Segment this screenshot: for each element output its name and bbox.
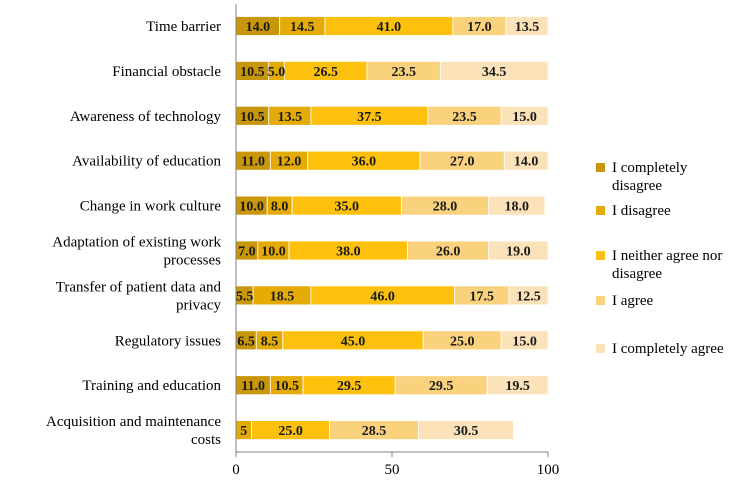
legend-swatch <box>596 206 605 215</box>
category-label: Training and education <box>82 378 221 394</box>
legend: I completely disagree I disagree I neither … <box>596 160 724 357</box>
bar-data-label: 11.0 <box>241 379 265 394</box>
bar-data-label: 14.5 <box>290 20 315 35</box>
bar-data-label: 18.0 <box>505 200 530 215</box>
category-label: privacy <box>176 297 221 313</box>
legend-label: I disagree <box>612 203 671 219</box>
bar-data-label: 30.5 <box>454 424 479 439</box>
bar-segment <box>418 420 515 441</box>
x-tick-label: 50 <box>385 462 400 478</box>
bar-data-label: 19.0 <box>506 245 531 260</box>
legend-swatch <box>596 163 605 172</box>
bar-data-label: 46.0 <box>370 289 395 304</box>
bar-data-label: 10.5 <box>274 379 299 394</box>
bar-data-label: 10.5 <box>240 65 265 80</box>
bar-data-label: 10.0 <box>261 245 286 260</box>
bar-data-label: 35.0 <box>335 200 360 215</box>
x-axis: 0 50 100 <box>232 4 559 478</box>
bar-segment <box>488 195 546 216</box>
category-labels-group: Time barrier Financial obstacle Awareness … <box>46 19 221 448</box>
bar-data-label: 14.0 <box>246 20 271 35</box>
bar-data-label: 45.0 <box>341 334 366 349</box>
bar-data-label: 10.0 <box>239 200 264 215</box>
bar-segment <box>439 61 549 81</box>
bar-data-label: 17.0 <box>467 20 492 35</box>
category-label: Adaptation of existing work <box>52 235 221 251</box>
bar-data-label: 25.0 <box>278 424 303 439</box>
bar-segment <box>505 16 549 36</box>
bar-data-label: 17.5 <box>469 289 494 304</box>
bar-data-label: 26.0 <box>436 245 461 260</box>
category-label: Financial obstacle <box>112 64 221 80</box>
bar-segment <box>500 330 549 351</box>
bar-data-label: 28.0 <box>433 200 458 215</box>
bar-data-label: 23.5 <box>391 65 416 80</box>
category-label: processes <box>164 253 222 269</box>
category-label: costs <box>191 432 221 448</box>
bar-data-label: 14.0 <box>514 155 539 170</box>
category-label: Availability of education <box>72 154 221 170</box>
bars-group <box>235 16 549 441</box>
bar-data-label: 7.0 <box>238 245 256 260</box>
bar-data-label: 5.5 <box>236 289 254 304</box>
bar-data-label: 12.0 <box>277 155 302 170</box>
category-label: Transfer of patient data and <box>56 279 222 295</box>
bar-data-label: 34.5 <box>482 65 507 80</box>
bar-data-label: 11.0 <box>241 155 265 170</box>
bar-segment <box>503 150 549 171</box>
legend-label: I agree <box>612 293 654 309</box>
bar-data-label: 6.5 <box>237 334 255 349</box>
bar-data-label: 29.5 <box>429 379 454 394</box>
legend-label: disagree <box>612 178 662 194</box>
bar-data-label: 23.5 <box>452 110 477 125</box>
bar-data-label: 41.0 <box>377 20 402 35</box>
bar-data-label: 8.0 <box>271 200 289 215</box>
bar-data-label: 13.5 <box>515 20 540 35</box>
bar-segment <box>500 105 549 126</box>
x-tick-label: 100 <box>537 462 560 478</box>
category-label: Time barrier <box>146 19 221 35</box>
bar-data-label: 10.5 <box>240 110 265 125</box>
bar-segment <box>488 240 549 261</box>
bar-data-label: 15.0 <box>512 334 537 349</box>
bar-segment <box>486 375 549 396</box>
legend-label: I neither agree nor <box>612 248 722 264</box>
bar-data-label: 13.5 <box>278 110 303 125</box>
bar-data-label: 8.5 <box>261 334 279 349</box>
bar-data-label: 5 <box>240 424 247 439</box>
legend-swatch <box>596 296 605 305</box>
category-label: Acquisition and maintenance <box>46 414 221 430</box>
legend-swatch <box>596 251 605 260</box>
bar-data-label: 25.0 <box>450 334 475 349</box>
bar-data-label: 5.0 <box>268 65 286 80</box>
legend-label: I completely agree <box>612 341 724 357</box>
bar-data-label: 19.5 <box>505 379 530 394</box>
bar-data-label: 36.0 <box>352 155 377 170</box>
legend-label: I completely <box>612 160 688 176</box>
bar-data-label: 26.5 <box>313 65 338 80</box>
bar-data-label: 18.5 <box>270 289 295 304</box>
category-label: Change in work culture <box>80 199 222 215</box>
bar-labels-group: 14.0 14.5 41.0 17.0 13.510.5 5.0 26.5 23.5 34.51… <box>236 20 541 439</box>
legend-swatch <box>596 344 605 353</box>
bar-segment <box>508 285 549 306</box>
bar-data-label: 38.0 <box>336 245 361 260</box>
x-tick-label: 0 <box>232 462 240 478</box>
bar-data-label: 37.5 <box>357 110 382 125</box>
bar-data-label: 29.5 <box>337 379 362 394</box>
category-label: Awareness of technology <box>70 109 222 125</box>
bar-data-label: 27.0 <box>450 155 475 170</box>
legend-label: disagree <box>612 266 662 282</box>
category-label: Regulatory issues <box>115 333 221 349</box>
bar-data-label: 12.5 <box>516 289 541 304</box>
bar-data-label: 15.0 <box>512 110 537 125</box>
bar-data-label: 28.5 <box>362 424 387 439</box>
